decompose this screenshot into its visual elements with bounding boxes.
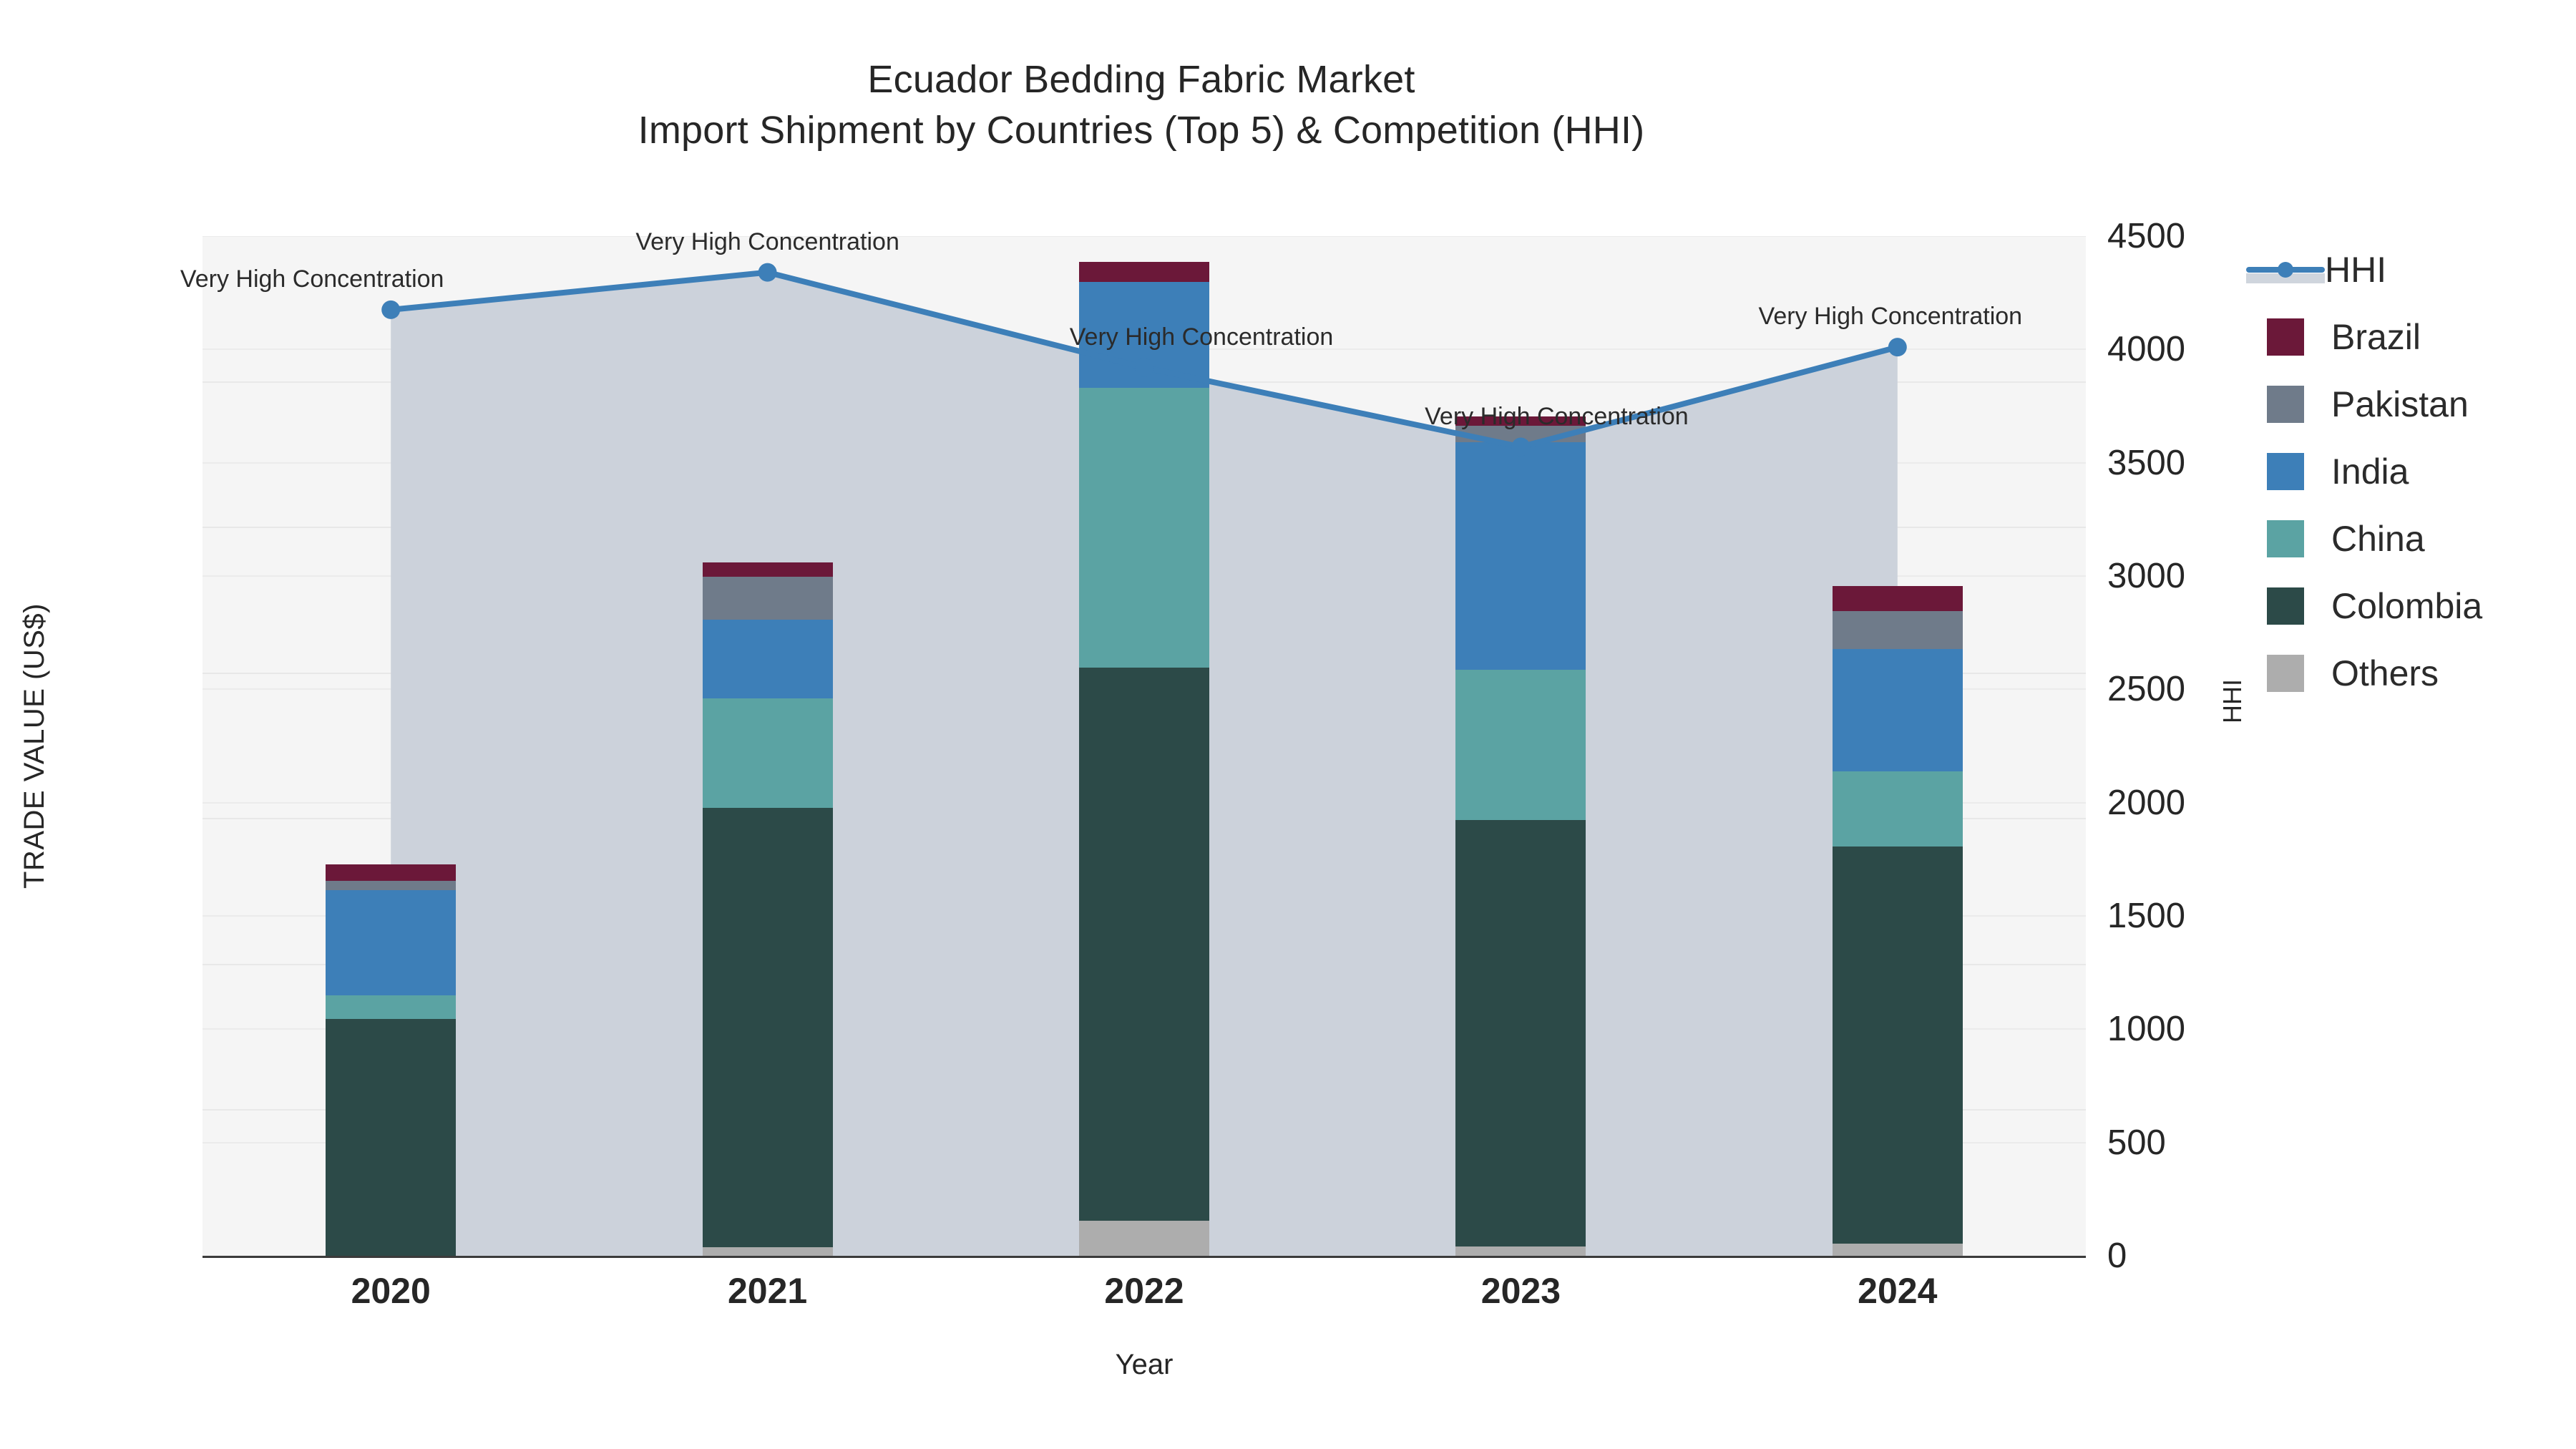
bar-segment-brazil-2024[interactable] [1832, 585, 1963, 612]
hhi-line-icon [2246, 251, 2325, 288]
x-axis-label: Year [1115, 1349, 1174, 1380]
legend-label: India [2331, 452, 2409, 492]
legend-item-hhi[interactable]: HHI [2246, 236, 2575, 303]
legend-swatch-india [2267, 453, 2304, 490]
plot-area [203, 236, 2086, 1256]
y-axis-right-tick: 0 [2107, 1236, 2127, 1275]
bar-segment-china-2022[interactable] [1079, 387, 1209, 668]
y-axis-right-tick: 1000 [2107, 1010, 2186, 1049]
legend-swatch-pakistan [2267, 386, 2304, 423]
y-axis-right-tick: 2000 [2107, 783, 2186, 822]
chart-title-line-2: Import Shipment by Countries (Top 5) & C… [638, 109, 1645, 152]
annotation-2021: Very High Concentration [635, 228, 899, 255]
x-axis-tick-2023: 2023 [1480, 1271, 1561, 1311]
legend-item-india[interactable]: India [2267, 438, 2575, 505]
chart-title: Ecuador Bedding Fabric Market Import Shi… [0, 54, 2283, 157]
legend-swatch-colombia [2267, 587, 2304, 625]
y-axis-right-label: HHI [2218, 679, 2247, 723]
legend-swatch-china [2267, 520, 2304, 557]
bar-segment-china-2024[interactable] [1832, 771, 1963, 847]
bar-segment-pakistan-2024[interactable] [1832, 611, 1963, 650]
annotation-2023: Very High Concentration [1425, 402, 1689, 430]
bar-segment-india-2021[interactable] [702, 620, 833, 699]
legend-swatch-others [2267, 655, 2304, 692]
legend: HHI Brazil Pakistan India China Colombia Other… [2246, 236, 2575, 707]
bar-segment-pakistan-2020[interactable] [326, 880, 457, 891]
y-axis-right-tick: 4500 [2107, 217, 2186, 255]
bar-segment-brazil-2020[interactable] [326, 864, 457, 881]
x-axis-tick-2020: 2020 [351, 1271, 431, 1311]
bar-segment-brazil-2021[interactable] [702, 562, 833, 577]
bar-segment-colombia-2023[interactable] [1455, 820, 1586, 1246]
y-axis-right-tick: 3000 [2107, 557, 2186, 595]
legend-label: Pakistan [2331, 384, 2469, 424]
bar-segment-colombia-2022[interactable] [1079, 667, 1209, 1221]
legend-item-china[interactable]: China [2267, 505, 2575, 572]
bar-segment-india-2023[interactable] [1455, 442, 1586, 670]
bar-segment-pakistan-2021[interactable] [702, 577, 833, 620]
legend-item-brazil[interactable]: Brazil [2267, 303, 2575, 371]
bar-segment-china-2021[interactable] [702, 698, 833, 808]
legend-item-colombia[interactable]: Colombia [2267, 572, 2575, 640]
y-axis-right-tick: 1500 [2107, 897, 2186, 935]
bar-segment-others-2021[interactable] [702, 1246, 833, 1256]
bar-segment-colombia-2021[interactable] [702, 808, 833, 1247]
x-axis-tick-2022: 2022 [1104, 1271, 1184, 1311]
x-axis-line [203, 1256, 2086, 1258]
bar-segment-china-2020[interactable] [326, 995, 457, 1020]
bar-segment-others-2024[interactable] [1832, 1243, 1963, 1256]
legend-label: Others [2331, 653, 2439, 693]
y-axis-left-label: TRADE VALUE (US$) [18, 603, 50, 889]
bar-segment-india-2024[interactable] [1832, 649, 1963, 772]
bar-segment-colombia-2024[interactable] [1832, 846, 1963, 1244]
legend-swatch-brazil [2267, 318, 2304, 356]
legend-label: HHI [2325, 250, 2387, 290]
legend-label: Colombia [2331, 586, 2483, 626]
legend-item-pakistan[interactable]: Pakistan [2267, 371, 2575, 438]
gridline-right [203, 236, 2086, 237]
legend-label: China [2331, 519, 2425, 559]
y-axis-right-tick: 4000 [2107, 330, 2186, 369]
bar-segment-others-2023[interactable] [1455, 1246, 1586, 1256]
bar-segment-india-2020[interactable] [326, 890, 457, 995]
y-axis-right-tick: 500 [2107, 1123, 2166, 1162]
annotation-2022: Very High Concentration [1069, 323, 1334, 351]
x-axis-tick-2021: 2021 [727, 1271, 808, 1311]
bar-segment-colombia-2020[interactable] [326, 1019, 457, 1256]
annotation-2020: Very High Concentration [180, 265, 444, 293]
chart-title-line-1: Ecuador Bedding Fabric Market [867, 58, 1415, 101]
bar-segment-others-2022[interactable] [1079, 1221, 1209, 1256]
y-axis-right-tick: 2500 [2107, 670, 2186, 709]
bar-segment-china-2023[interactable] [1455, 669, 1586, 821]
annotation-2024: Very High Concentration [1758, 303, 2023, 331]
legend-label: Brazil [2331, 317, 2421, 357]
bar-segment-brazil-2022[interactable] [1079, 261, 1209, 283]
plot-inner [203, 236, 2086, 1256]
y-axis-right-tick: 3500 [2107, 443, 2186, 482]
legend-item-others[interactable]: Others [2267, 640, 2575, 707]
x-axis-tick-2024: 2024 [1858, 1271, 1938, 1311]
